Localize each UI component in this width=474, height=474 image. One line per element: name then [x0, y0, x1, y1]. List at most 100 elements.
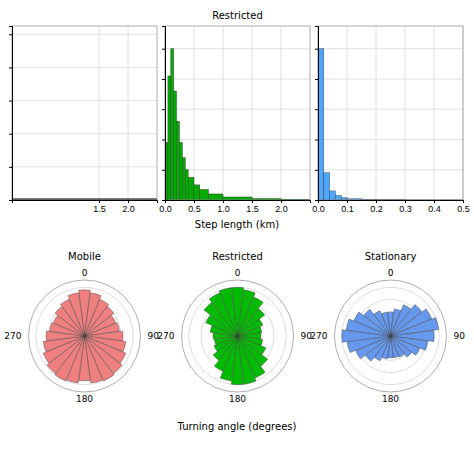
tick-mark: [252, 200, 253, 203]
rose-bar: [219, 288, 237, 336]
grid-line: [347, 26, 348, 200]
plot-frame: [165, 26, 310, 200]
tick-label: 1.5: [246, 204, 259, 214]
grid-line: [318, 78, 463, 79]
tick-mark: [9, 134, 12, 135]
marks: [342, 305, 439, 362]
tick-mark: [162, 139, 165, 140]
y-tick: [162, 139, 165, 140]
title: Restricted: [212, 10, 263, 21]
tick-mark: [376, 200, 377, 203]
grid-line: [165, 78, 310, 79]
x-tick: 0.2: [370, 200, 383, 214]
tick-label: 0: [235, 268, 241, 278]
tick-label: 180: [76, 394, 93, 404]
tick-label: 270: [310, 331, 327, 341]
tick-mark: [9, 200, 12, 201]
x-axis-title: Turning angle (degrees): [177, 421, 297, 432]
y-tick: [9, 101, 12, 102]
x-tick: 1.5: [93, 200, 106, 214]
tick-label: 1.5: [93, 204, 106, 214]
y-tick: [162, 49, 165, 50]
marks: [165, 49, 310, 200]
histogram-bar: [324, 173, 330, 200]
tick-mark: [315, 49, 318, 50]
x-tick: 2.0: [122, 200, 135, 214]
tick-mark: [347, 200, 348, 203]
tick-mark: [194, 200, 195, 203]
y-tick: [162, 170, 165, 171]
grid-line: [405, 26, 406, 200]
grid-line: [12, 100, 157, 101]
x-tick: 0.0: [312, 200, 325, 214]
marks: [204, 287, 268, 384]
histogram-bar: [168, 76, 171, 200]
chart-container: 1.5 2.0 0.0 0.5 1.0 1.5 2.0 Restricted Step leng…: [0, 0, 474, 474]
tick-mark: [99, 200, 100, 203]
tick-label: 0.1: [341, 204, 354, 214]
tick-label: 2.0: [275, 204, 288, 214]
x-tick: 1.5: [246, 200, 259, 214]
x-tick: 0.4: [428, 200, 441, 214]
grid-line: [318, 139, 463, 140]
y-tick: [315, 139, 318, 140]
polar-panel: [182, 280, 294, 392]
rose-bar: [213, 336, 237, 360]
grid-circle: [189, 287, 286, 384]
plot-frame: [12, 26, 157, 200]
grid-line: [12, 133, 157, 134]
x-tick: 1.0: [217, 200, 230, 214]
polar-frame: [182, 280, 294, 392]
polar-panel: [29, 280, 141, 392]
axis-line: [166, 201, 311, 204]
grid: [36, 287, 133, 384]
tick-mark: [434, 200, 435, 203]
panel: 1.5 2.0: [9, 26, 158, 214]
tick-mark: [281, 200, 282, 203]
histogram-bar: [174, 91, 177, 200]
histogram-bar: [185, 170, 188, 200]
tick-label: 0.2: [370, 204, 383, 214]
tick-mark: [315, 170, 318, 171]
grid-line: [99, 26, 100, 200]
y-tick: [9, 200, 12, 201]
grid: [12, 26, 157, 200]
tick-mark: [9, 167, 12, 168]
histogram-bar: [177, 121, 180, 200]
y-tick: [9, 167, 12, 168]
grid-line: [281, 26, 282, 200]
tick-label: 0.0: [312, 204, 325, 214]
grid-line: [12, 34, 157, 35]
tick-label: 0.5: [457, 204, 470, 214]
histogram-bar: [335, 195, 341, 200]
grid-line: [434, 26, 435, 200]
grid-line: [128, 26, 129, 200]
x-axis: 0.0 0.1 0.2 0.3 0.4 0.5: [312, 200, 470, 214]
marks: [43, 290, 126, 383]
grid: [165, 26, 310, 200]
tick-label: 270: [157, 331, 174, 341]
grid-line: [165, 109, 310, 110]
title: Stationary: [365, 251, 417, 262]
grid-line: [376, 26, 377, 200]
grid-line: [194, 26, 195, 200]
title: Mobile: [68, 251, 101, 262]
line: [12, 199, 157, 200]
x-tick: 0.3: [399, 200, 412, 214]
marks: [12, 199, 157, 200]
x-axis-title: Step length (km): [195, 219, 279, 230]
x-tick: 0.1: [341, 200, 354, 214]
tick-mark: [405, 200, 406, 203]
grid-line: [12, 166, 157, 167]
plot-frame: [318, 26, 463, 200]
grid-circle: [342, 287, 439, 384]
y-tick: [9, 67, 12, 68]
histogram-bar: [330, 191, 336, 200]
tick-label: 0.0: [159, 204, 172, 214]
grid-line: [318, 169, 463, 170]
tick-label: 0: [388, 268, 394, 278]
title: Restricted: [212, 251, 263, 262]
tick-label: 1.0: [217, 204, 230, 214]
y-tick: [162, 79, 165, 80]
tick-mark: [162, 109, 165, 110]
